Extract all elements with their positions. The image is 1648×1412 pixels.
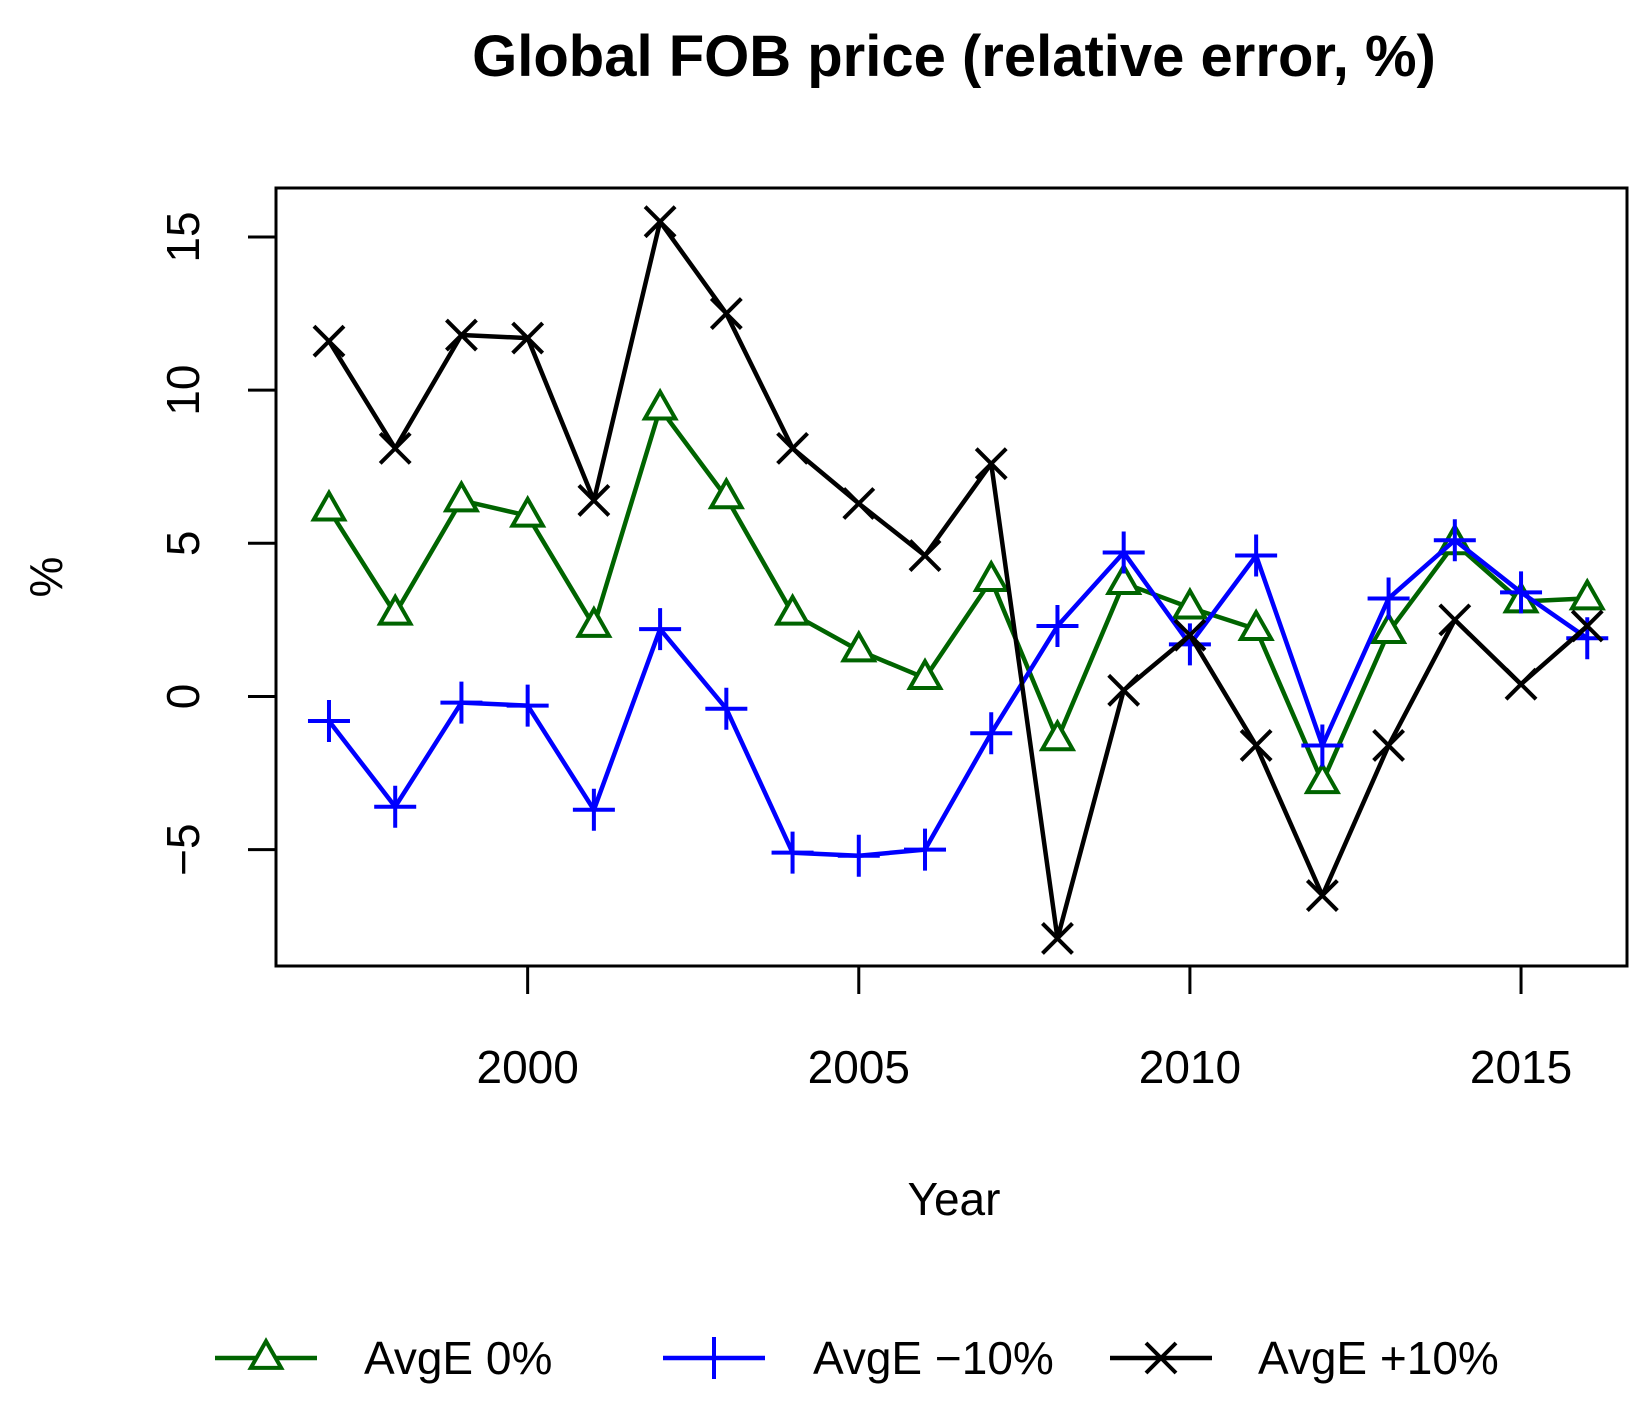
data-point-avge-plus-10 bbox=[378, 431, 412, 465]
data-point-avge-0 bbox=[442, 479, 481, 513]
y-axis: −5 0 5 10 15 bbox=[157, 211, 278, 876]
series-avge-minus-10 bbox=[307, 519, 1609, 877]
data-point-avge-0 bbox=[1237, 608, 1275, 641]
chart-title: Global FOB price (relative error, %) bbox=[472, 24, 1436, 89]
data-point-avge-0 bbox=[376, 592, 414, 626]
data-point-avge-minus-10 bbox=[771, 831, 814, 874]
data-point-avge-minus-10 bbox=[374, 785, 417, 828]
data-point-avge-minus-10 bbox=[970, 712, 1013, 755]
data-point-avge-plus-10 bbox=[577, 484, 611, 517]
y-tick-label: 15 bbox=[157, 211, 209, 262]
y-tick-label: 10 bbox=[157, 365, 209, 416]
data-point-avge-plus-10 bbox=[1239, 729, 1273, 762]
data-point-avge-0 bbox=[575, 605, 613, 638]
data-point-avge-0 bbox=[310, 488, 348, 522]
y-tick-label: 0 bbox=[157, 684, 209, 710]
data-point-avge-0 bbox=[840, 629, 878, 663]
y-tick-label: 5 bbox=[157, 531, 209, 557]
data-point-avge-minus-10 bbox=[506, 684, 549, 727]
data-point-avge-minus-10 bbox=[1036, 605, 1079, 648]
legend-marker bbox=[1144, 1341, 1178, 1375]
data-point-avge-plus-10 bbox=[908, 539, 942, 572]
series-line bbox=[327, 219, 1589, 941]
data-point-avge-minus-10 bbox=[1433, 519, 1476, 562]
x-tick-label: 2005 bbox=[808, 1041, 910, 1093]
data-point-avge-0 bbox=[707, 476, 745, 510]
data-point-avge-plus-10 bbox=[445, 318, 478, 352]
data-point-avge-minus-10 bbox=[1367, 577, 1410, 620]
data-point-avge-plus-10 bbox=[1372, 729, 1406, 762]
data-point-avge-0 bbox=[1303, 761, 1342, 795]
data-point-avge-plus-10 bbox=[1570, 609, 1604, 643]
legend-label: AvgE 0% bbox=[364, 1332, 552, 1384]
data-point-avge-0 bbox=[1105, 562, 1143, 596]
x-axis: 2000 2005 2010 2015 bbox=[476, 964, 1572, 1093]
x-tick-label: 2000 bbox=[476, 1041, 578, 1093]
plot-frame bbox=[274, 186, 1629, 968]
legend: AvgE 0% AvgE −10% AvgE +10% bbox=[215, 1332, 1499, 1384]
data-point-avge-plus-10 bbox=[842, 487, 876, 520]
data-point-avge-plus-10 bbox=[974, 447, 1008, 481]
x-tick-label: 2010 bbox=[1139, 1041, 1241, 1093]
data-point-avge-plus-10 bbox=[312, 324, 346, 358]
data-point-avge-0 bbox=[906, 657, 944, 690]
series-avge-0 bbox=[310, 387, 1606, 795]
legend-item-avge-minus-10: AvgE −10% bbox=[663, 1332, 1054, 1384]
legend-marker bbox=[247, 1337, 285, 1370]
data-point-avge-minus-10 bbox=[1102, 531, 1145, 574]
data-point-avge-0 bbox=[1038, 718, 1077, 752]
data-point-avge-plus-10 bbox=[643, 205, 677, 239]
y-tick-label: −5 bbox=[157, 823, 209, 875]
data-point-avge-plus-10 bbox=[1107, 673, 1141, 707]
data-point-avge-minus-10 bbox=[705, 687, 748, 730]
data-point-avge-0 bbox=[641, 387, 679, 421]
legend-item-avge-0: AvgE 0% bbox=[215, 1332, 552, 1384]
data-point-avge-plus-10 bbox=[1504, 667, 1538, 701]
data-point-avge-plus-10 bbox=[776, 431, 809, 465]
data-point-avge-0 bbox=[1568, 577, 1606, 611]
legend-label: AvgE −10% bbox=[813, 1332, 1054, 1384]
data-point-avge-minus-10 bbox=[440, 681, 483, 724]
data-point-avge-plus-10 bbox=[1305, 879, 1339, 912]
legend-item-avge-plus-10: AvgE +10% bbox=[1110, 1332, 1499, 1384]
data-point-avge-0 bbox=[1171, 586, 1209, 620]
data-point-avge-0 bbox=[1369, 611, 1408, 645]
data-point-avge-minus-10 bbox=[904, 828, 947, 871]
data-point-avge-minus-10 bbox=[837, 834, 880, 877]
data-point-avge-minus-10 bbox=[307, 699, 350, 742]
x-axis-label: Year bbox=[908, 1173, 1001, 1225]
data-point-avge-minus-10 bbox=[1301, 724, 1344, 767]
data-point-avge-plus-10 bbox=[1041, 922, 1074, 955]
series-line bbox=[327, 537, 1589, 858]
series-layer bbox=[307, 205, 1609, 955]
series-line bbox=[327, 406, 1588, 785]
data-point-avge-plus-10 bbox=[511, 321, 545, 355]
data-point-avge-plus-10 bbox=[1438, 603, 1472, 637]
legend-marker bbox=[693, 1337, 735, 1379]
data-point-avge-0 bbox=[509, 494, 547, 528]
x-tick-label: 2015 bbox=[1470, 1041, 1572, 1093]
data-point-avge-minus-10 bbox=[1500, 571, 1543, 614]
y-axis-label: % bbox=[20, 557, 72, 598]
data-point-avge-minus-10 bbox=[572, 788, 615, 831]
data-point-avge-0 bbox=[972, 559, 1010, 592]
data-point-avge-plus-10 bbox=[1173, 618, 1207, 652]
data-point-avge-0 bbox=[773, 592, 812, 626]
data-point-avge-minus-10 bbox=[1235, 534, 1278, 577]
data-point-avge-plus-10 bbox=[709, 297, 743, 330]
legend-label: AvgE +10% bbox=[1258, 1332, 1499, 1384]
data-point-avge-minus-10 bbox=[639, 608, 682, 651]
series-avge-plus-10 bbox=[312, 205, 1604, 955]
